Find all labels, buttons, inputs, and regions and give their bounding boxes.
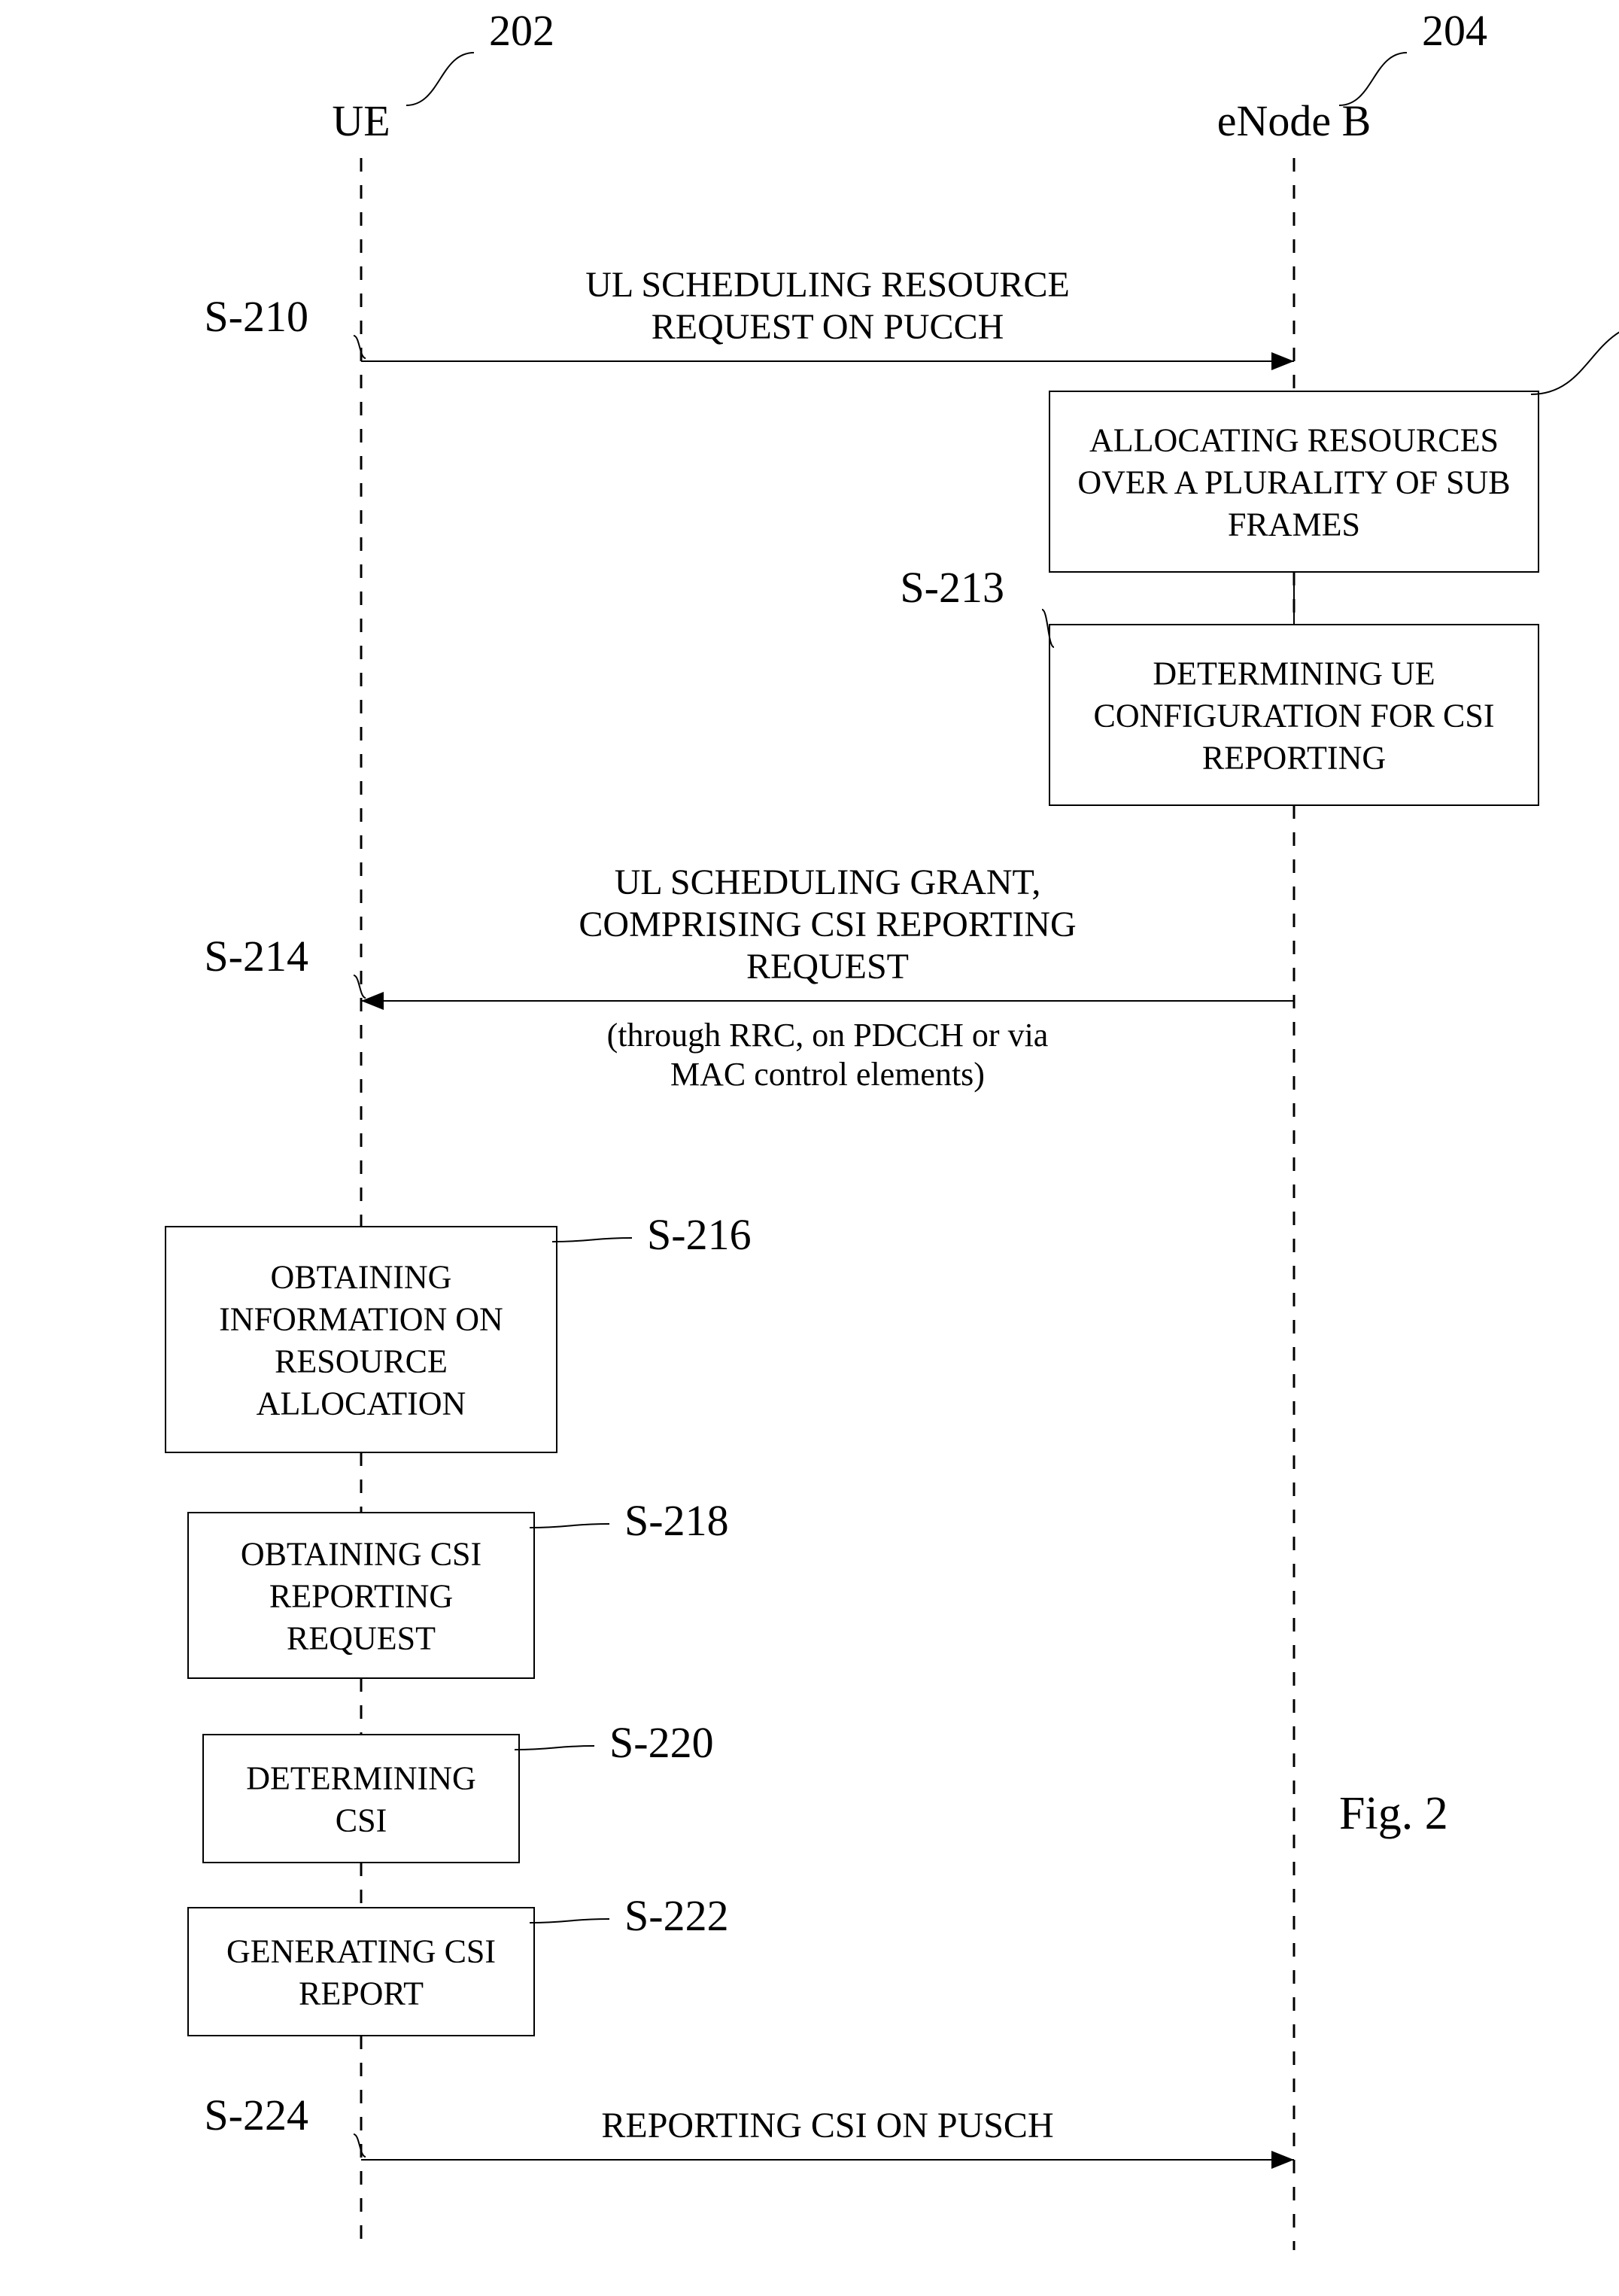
- msg-note-m214-0: (through RRC, on PDCCH or via: [607, 1017, 1049, 1054]
- ref-b218: S-218: [624, 1496, 729, 1545]
- ref-b222: S-222: [624, 1891, 729, 1940]
- svg-text:INFORMATION ON: INFORMATION ON: [219, 1300, 503, 1337]
- svg-text:REPORT: REPORT: [299, 1975, 424, 2012]
- svg-text:DETERMINING: DETERMINING: [246, 1759, 476, 1796]
- svg-text:DETERMINING UE: DETERMINING UE: [1153, 655, 1435, 692]
- msg-ref-m224: S-224: [204, 2091, 308, 2139]
- msg-text-m210-1: REQUEST ON PUCCH: [652, 307, 1004, 347]
- actor-ref-ue: 202: [489, 6, 554, 55]
- ref-b216: S-216: [647, 1210, 752, 1259]
- svg-text:OVER A PLURALITY OF SUB: OVER A PLURALITY OF SUB: [1077, 464, 1510, 500]
- svg-text:CSI: CSI: [336, 1802, 387, 1838]
- ref-b213: S-213: [900, 563, 1004, 612]
- ref-lead-b212: [1531, 324, 1619, 394]
- svg-text:CONFIGURATION FOR CSI: CONFIGURATION FOR CSI: [1094, 697, 1495, 734]
- msg-text-m210-0: UL SCHEDULING RESOURCE: [585, 265, 1070, 305]
- msg-arrow-m214: [361, 992, 1294, 1010]
- ref-lead-b218: [530, 1524, 609, 1528]
- ref-lead-b222: [530, 1919, 609, 1923]
- svg-text:OBTAINING CSI: OBTAINING CSI: [241, 1535, 481, 1572]
- actor-ref-enb: 204: [1422, 6, 1487, 55]
- box-b220: [203, 1735, 519, 1863]
- msg-text-m214-1: COMPRISING CSI REPORTING: [579, 905, 1076, 944]
- msg-arrow-m224: [361, 2151, 1294, 2169]
- msg-ref-lead-m210: [354, 336, 366, 358]
- svg-text:REPORTING: REPORTING: [269, 1577, 453, 1614]
- msg-text-m214-2: REQUEST: [746, 947, 909, 987]
- msg-ref-m210: S-210: [204, 292, 308, 341]
- msg-note-m214-1: MAC control elements): [670, 1056, 985, 1093]
- actor-label-ue: UE: [332, 96, 390, 145]
- msg-arrow-m210: [361, 352, 1294, 370]
- msg-text-m214-0: UL SCHEDULING GRANT,: [615, 862, 1041, 902]
- svg-text:ALLOCATION: ALLOCATION: [257, 1385, 466, 1422]
- box-b222: [188, 1908, 534, 2036]
- svg-text:OBTAINING: OBTAINING: [271, 1258, 452, 1295]
- msg-ref-m214: S-214: [204, 932, 308, 981]
- actor-ref-lead-ue: [406, 53, 474, 105]
- svg-text:REQUEST: REQUEST: [287, 1619, 436, 1656]
- figure-label: Fig. 2: [1339, 1788, 1448, 1839]
- svg-text:RESOURCE: RESOURCE: [275, 1343, 448, 1379]
- svg-text:REPORTING: REPORTING: [1202, 739, 1386, 776]
- msg-text-m224-0: REPORTING CSI ON PUSCH: [601, 2106, 1053, 2145]
- ref-lead-b216: [552, 1238, 632, 1242]
- msg-ref-lead-m214: [354, 975, 366, 998]
- ref-lead-b220: [515, 1746, 594, 1750]
- msg-ref-lead-m224: [354, 2134, 366, 2157]
- svg-text:FRAMES: FRAMES: [1228, 506, 1360, 543]
- svg-text:GENERATING CSI: GENERATING CSI: [226, 1933, 496, 1969]
- ref-b220: S-220: [609, 1718, 714, 1767]
- svg-text:ALLOCATING RESOURCES: ALLOCATING RESOURCES: [1089, 421, 1499, 458]
